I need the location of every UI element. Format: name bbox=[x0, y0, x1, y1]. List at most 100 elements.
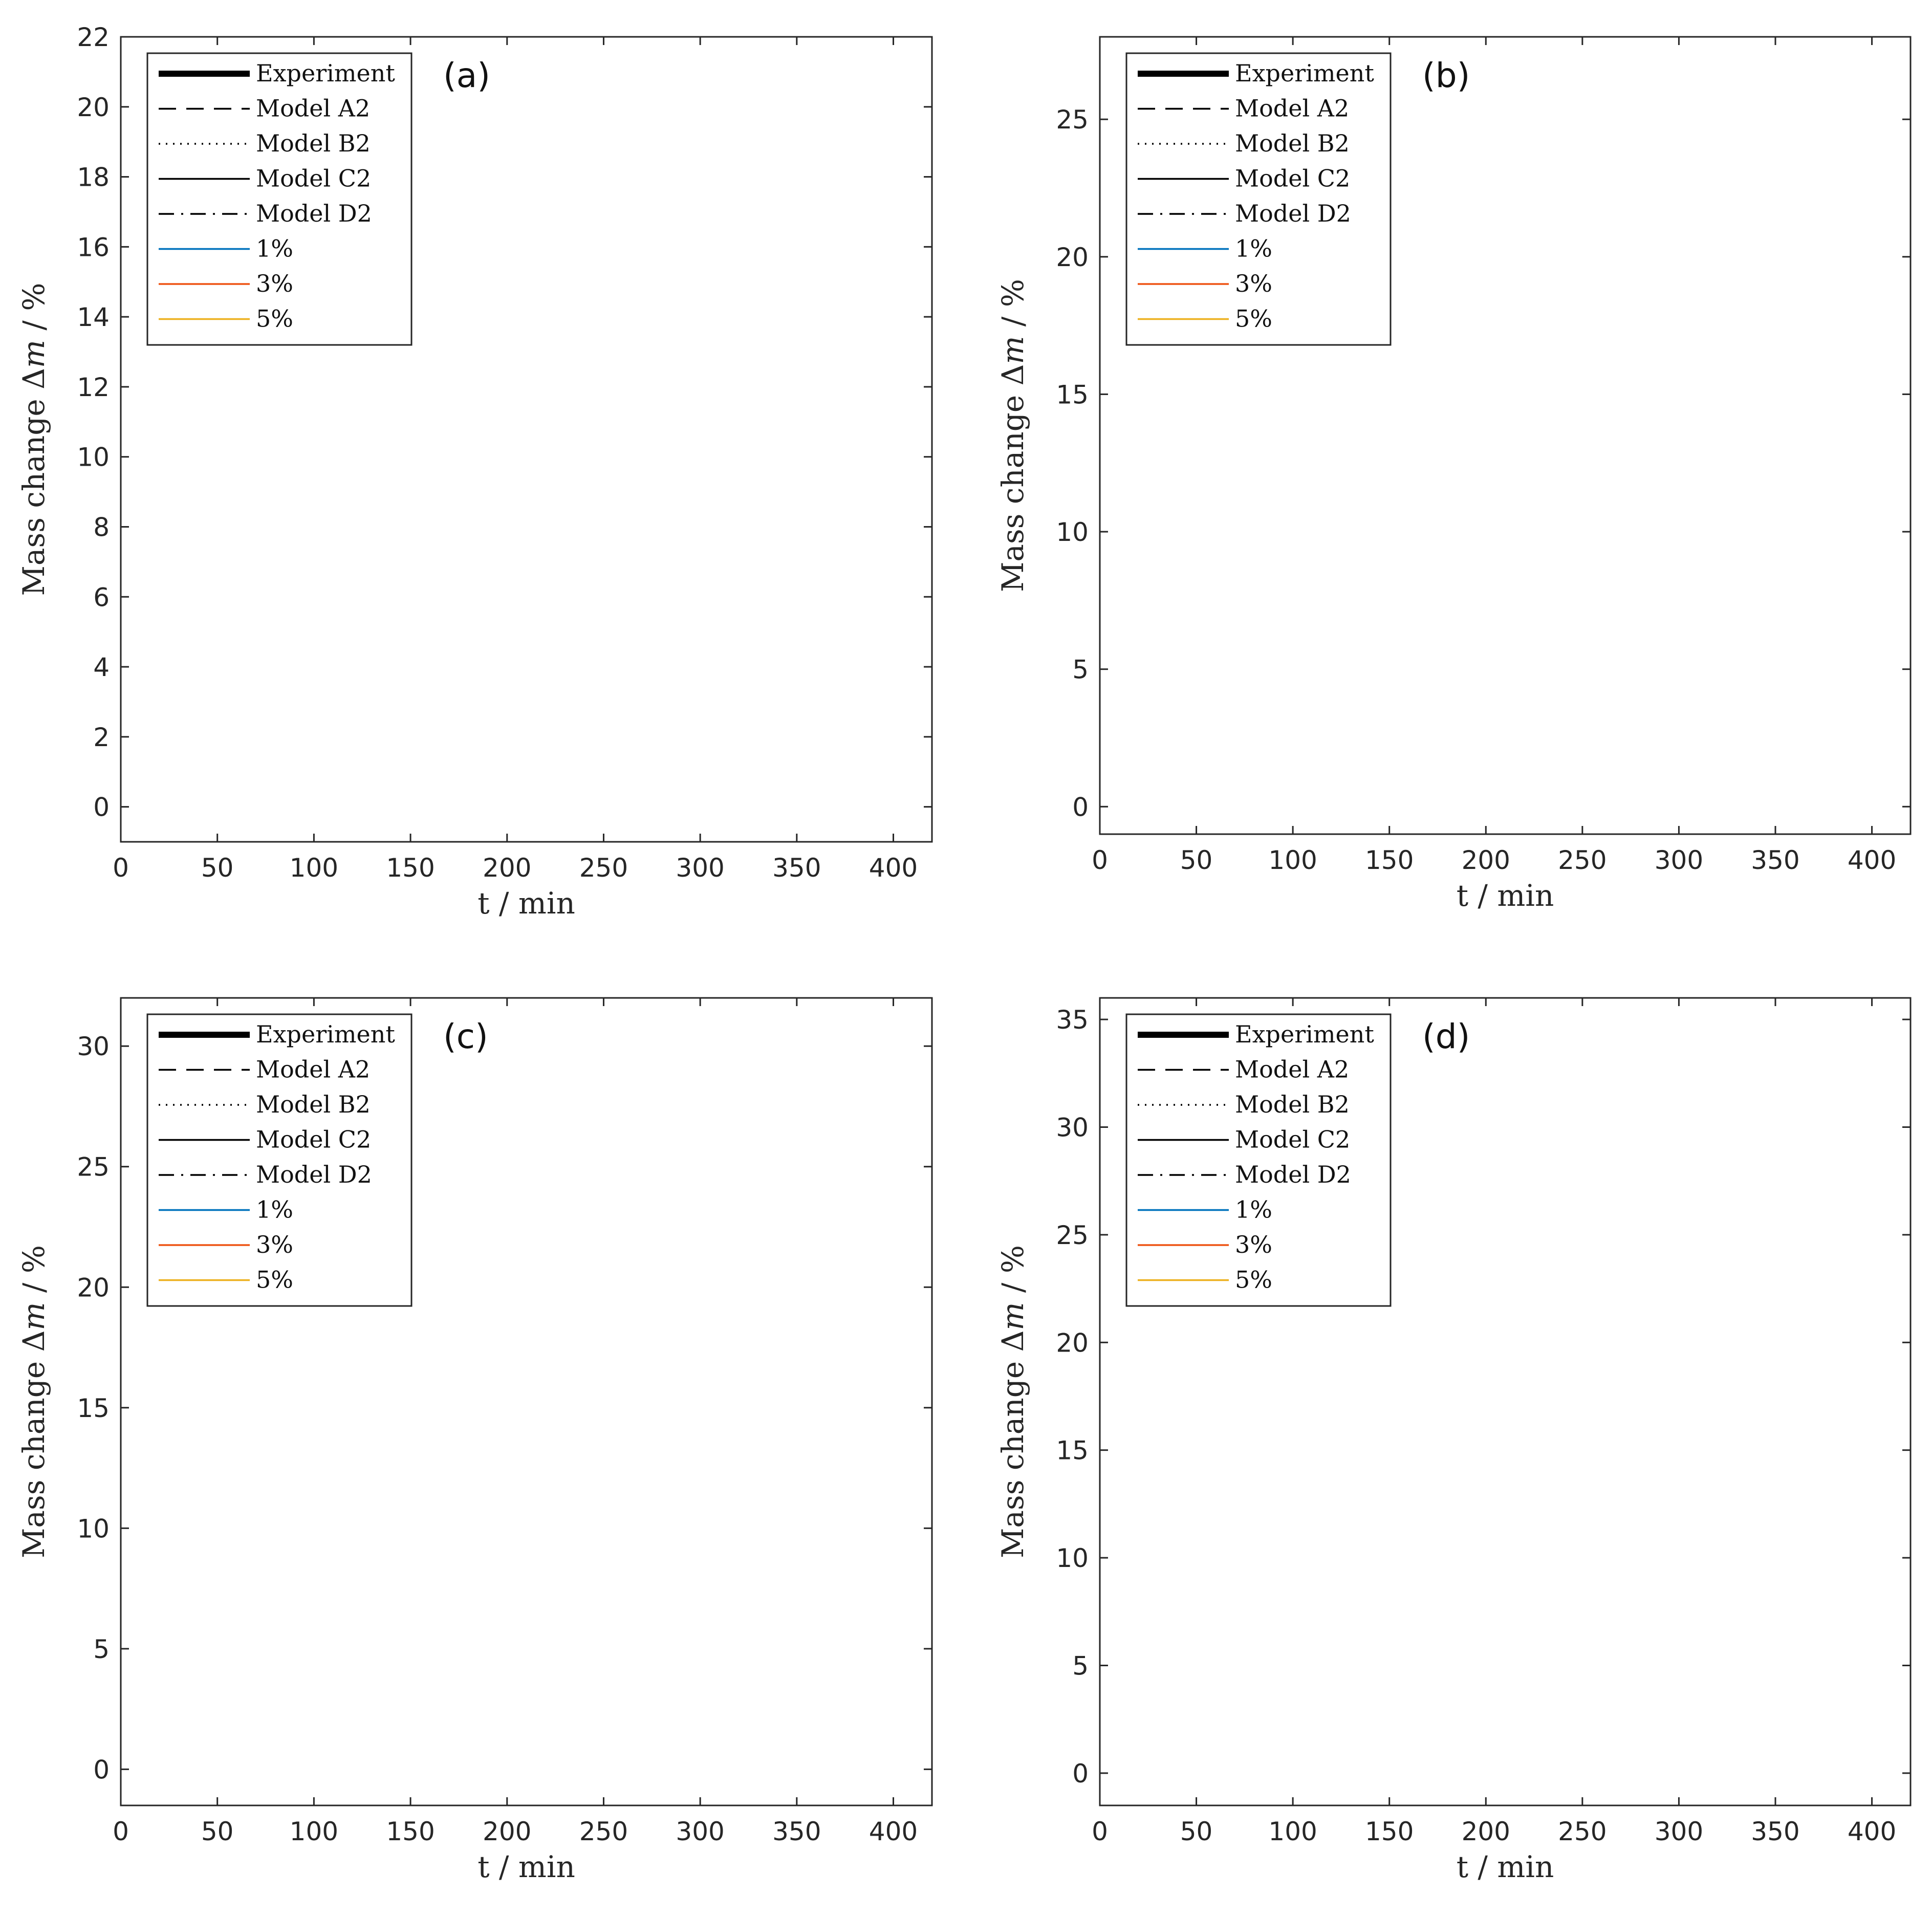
x-tick-label: 300 bbox=[1655, 845, 1703, 875]
x-tick-label: 50 bbox=[1180, 1817, 1213, 1846]
y-tick-label: 10 bbox=[77, 1514, 110, 1543]
y-axis-label-part: Δ bbox=[16, 368, 51, 389]
y-axis-label-part: Mass change bbox=[995, 1352, 1030, 1558]
x-tick-label: 100 bbox=[1268, 845, 1317, 875]
y-axis-label-part: / % bbox=[995, 1245, 1030, 1302]
legend-box bbox=[1125, 52, 1392, 346]
y-tick-label: 14 bbox=[77, 302, 110, 332]
y-tick-label: 35 bbox=[1056, 1005, 1089, 1035]
x-tick-label: 0 bbox=[1092, 1817, 1108, 1846]
x-tick-label: 250 bbox=[1558, 845, 1607, 875]
legend: Experiment Model A2 Model B2 Model C2 Model … bbox=[1125, 52, 1392, 346]
legend-box bbox=[1125, 1013, 1392, 1307]
y-tick-label: 18 bbox=[77, 163, 110, 192]
panel-label: (a) bbox=[443, 56, 490, 95]
y-axis-label: Mass change Δm / % bbox=[995, 279, 1030, 592]
y-tick-label: 16 bbox=[77, 232, 110, 262]
legend-label: 1% bbox=[256, 1196, 293, 1224]
legend: Experiment Model A2 Model B2 Model C2 Model … bbox=[1125, 1013, 1392, 1307]
y-tick-label: 15 bbox=[1056, 380, 1089, 409]
chart-panel-a: 0 50 100 150 200 250 300 350 400 0 2 4 6 8 10 12 14 16 18 2… bbox=[16, 23, 933, 921]
y-axis-label-part: / % bbox=[995, 279, 1030, 336]
legend-label: Model B2 bbox=[1235, 1091, 1350, 1118]
y-tick-label: 6 bbox=[93, 582, 110, 612]
legend-label: 3% bbox=[256, 270, 293, 297]
y-axis-label-part: Mass change bbox=[995, 385, 1030, 592]
legend-label: Model D2 bbox=[1235, 200, 1351, 227]
y-axis-label-part: m bbox=[995, 336, 1030, 364]
x-tick-label: 300 bbox=[676, 853, 724, 883]
x-tick-label: 50 bbox=[201, 1817, 234, 1846]
legend-label: 5% bbox=[256, 1266, 293, 1294]
y-tick-label: 15 bbox=[1056, 1436, 1089, 1466]
x-tick-label: 150 bbox=[1365, 1817, 1414, 1846]
y-tick-label: 30 bbox=[77, 1032, 110, 1061]
legend-box bbox=[146, 52, 413, 346]
y-axis-label: Mass change Δm / % bbox=[16, 1245, 51, 1558]
chart-panel-c: 0 50 100 150 200 250 300 350 400 0 5 10 15 20 25 30 t / … bbox=[16, 997, 933, 1884]
x-tick-label: 400 bbox=[869, 1817, 918, 1846]
legend-label: Model C2 bbox=[256, 165, 371, 192]
legend-label: Experiment bbox=[256, 1020, 395, 1048]
x-tick-label: 200 bbox=[483, 853, 531, 883]
x-tick-label: 300 bbox=[676, 1817, 724, 1846]
y-tick-label: 15 bbox=[77, 1393, 110, 1423]
legend: Experiment Model A2 Model B2 Model C2 Model … bbox=[146, 1013, 413, 1307]
legend-label: Model A2 bbox=[256, 1056, 370, 1083]
x-tick-label: 150 bbox=[386, 1817, 435, 1846]
x-tick-label: 200 bbox=[1462, 845, 1510, 875]
legend-label: 1% bbox=[1235, 235, 1272, 263]
y-tick-label: 20 bbox=[1056, 243, 1089, 272]
x-tick-label: 250 bbox=[579, 853, 628, 883]
y-axis-label-part: m bbox=[16, 340, 51, 368]
y-tick-label: 20 bbox=[1056, 1328, 1089, 1358]
y-tick-label: 5 bbox=[93, 1635, 110, 1664]
y-tick-label: 25 bbox=[1056, 1221, 1089, 1250]
y-axis-label-part: m bbox=[995, 1302, 1030, 1331]
y-tick-label: 22 bbox=[77, 23, 110, 52]
y-axis-label-part: Δ bbox=[995, 364, 1030, 386]
x-tick-label: 400 bbox=[1848, 1817, 1896, 1846]
panel-label: (c) bbox=[443, 1017, 488, 1056]
x-tick-label: 350 bbox=[1751, 1817, 1799, 1846]
y-tick-label: 0 bbox=[1072, 792, 1089, 822]
x-tick-label: 50 bbox=[201, 853, 234, 883]
legend-label: Model D2 bbox=[256, 200, 372, 227]
legend-label: Experiment bbox=[1235, 1020, 1374, 1048]
y-axis-label: Mass change Δm / % bbox=[16, 282, 51, 596]
x-tick-label: 0 bbox=[1092, 845, 1108, 875]
y-tick-label: 4 bbox=[93, 652, 110, 682]
y-axis-label-part: Δ bbox=[995, 1331, 1030, 1352]
legend-label: Model C2 bbox=[1235, 1126, 1350, 1153]
y-tick-label: 25 bbox=[1056, 105, 1089, 135]
x-tick-label: 50 bbox=[1180, 845, 1213, 875]
y-tick-label: 5 bbox=[1072, 1651, 1089, 1681]
legend-label: 1% bbox=[1235, 1196, 1272, 1224]
legend-label: 3% bbox=[256, 1231, 293, 1258]
panel-label: (d) bbox=[1422, 1017, 1470, 1056]
y-tick-label: 5 bbox=[1072, 655, 1089, 685]
legend-label: Model C2 bbox=[1235, 165, 1350, 192]
x-tick-label: 100 bbox=[290, 853, 338, 883]
x-tick-label: 400 bbox=[869, 853, 918, 883]
x-tick-label: 0 bbox=[113, 1817, 129, 1846]
x-tick-label: 0 bbox=[113, 853, 129, 883]
y-tick-label: 30 bbox=[1056, 1113, 1089, 1142]
y-tick-label: 0 bbox=[93, 793, 110, 822]
y-axis-label-part: / % bbox=[16, 1245, 51, 1302]
y-tick-label: 2 bbox=[93, 723, 110, 752]
legend-label: Model A2 bbox=[1235, 1056, 1349, 1083]
chart-panel-d: 0 50 100 150 200 250 300 350 400 0 5 10 15 20 25 30 35 t … bbox=[995, 997, 1912, 1884]
y-tick-label: 25 bbox=[77, 1152, 110, 1182]
legend-label: Model B2 bbox=[256, 129, 371, 157]
y-tick-label: 8 bbox=[93, 512, 110, 542]
legend-label: Model A2 bbox=[1235, 95, 1349, 122]
x-tick-label: 250 bbox=[1558, 1817, 1607, 1846]
x-axis-label: t / min bbox=[477, 1849, 575, 1884]
y-axis-label-part: Mass change bbox=[16, 1352, 51, 1558]
y-tick-label: 10 bbox=[1056, 1543, 1089, 1573]
y-tick-label: 0 bbox=[1072, 1759, 1089, 1789]
x-tick-label: 150 bbox=[1365, 845, 1414, 875]
legend-label: Model D2 bbox=[256, 1161, 372, 1188]
